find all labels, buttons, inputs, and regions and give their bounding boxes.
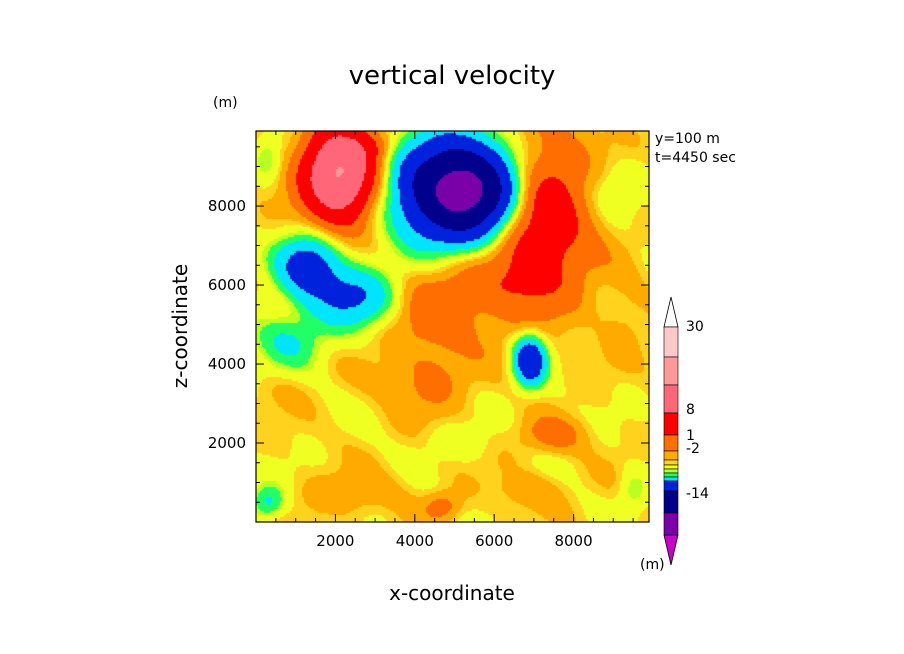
contour-plot (256, 131, 649, 522)
colorbar-box (663, 412, 679, 436)
colorbar-box (663, 356, 679, 386)
colorbar-box (663, 468, 679, 474)
y-tick-label: 2000 (208, 434, 246, 452)
colorbar-box (663, 434, 679, 452)
plot-frame (255, 130, 650, 523)
colorbar-box (663, 476, 679, 482)
x-tick-label: 6000 (475, 532, 513, 550)
colorbar-box (663, 490, 679, 514)
y-unit-label: (m) (213, 95, 238, 111)
x-tick-label: 4000 (396, 532, 434, 550)
colorbar-box (663, 464, 679, 470)
colorbar-tick-label: 1 (686, 428, 695, 444)
colorbar-box (663, 472, 679, 478)
colorbar-box (663, 384, 679, 414)
x-axis: 2000 4000 6000 8000 (275, 131, 634, 550)
colorbar-tick-label: 30 (686, 319, 704, 335)
colorbar-box (663, 459, 679, 466)
colorbar-box (663, 450, 679, 461)
colorbar-box (663, 480, 679, 492)
colorbar-tick-label: -2 (686, 441, 700, 457)
chart-title: vertical velocity (349, 61, 556, 91)
y-tick-label: 8000 (208, 197, 246, 215)
colorbar-top-arrow (663, 296, 679, 328)
y-axis-label: z-coordinate (168, 264, 192, 388)
x-axis-label: x-coordinate (389, 581, 515, 605)
colorbar-box (663, 512, 679, 536)
colorbar-box (663, 326, 679, 358)
colorbar-tick-label: 8 (686, 402, 695, 418)
colorbar-bottom-arrow (663, 534, 679, 566)
colorbar-tick-label: -14 (686, 486, 709, 502)
x-tick-label: 2000 (316, 532, 354, 550)
y-axis: 2000 4000 6000 8000 (208, 146, 649, 503)
x-tick-label: 8000 (554, 532, 592, 550)
annotation-y: y=100 m (655, 131, 720, 147)
colorbar: 30 8 1-2 -14 (663, 296, 709, 566)
y-tick-label: 6000 (208, 276, 246, 294)
annotation-t: t=4450 sec (655, 150, 736, 166)
colorbar-unit-label: (m) (640, 557, 665, 573)
contour-field (256, 131, 649, 522)
y-tick-label: 4000 (208, 355, 246, 373)
